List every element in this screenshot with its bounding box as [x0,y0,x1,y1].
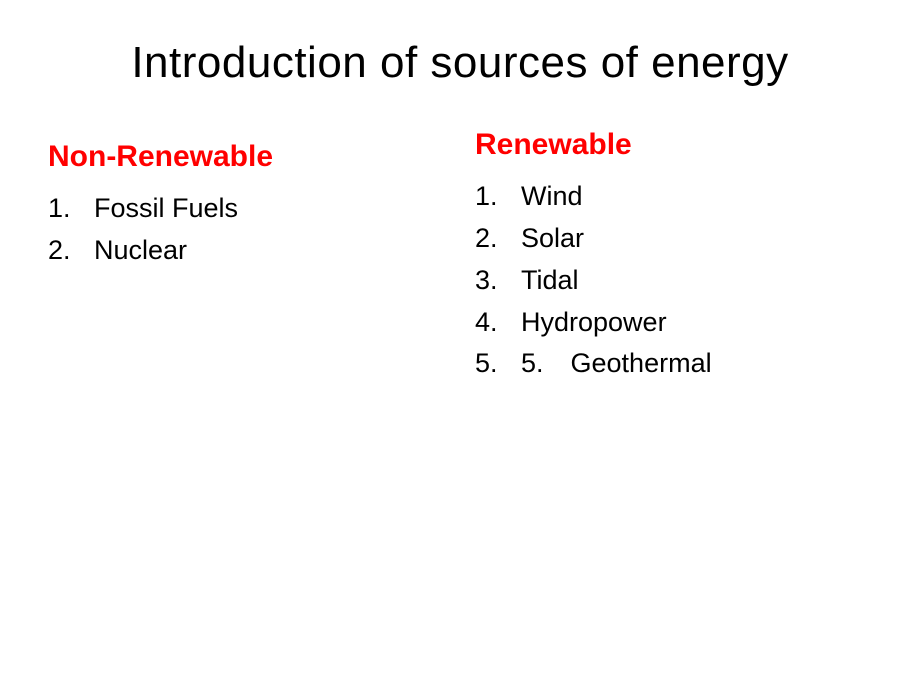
list-item: Tidal [475,260,872,302]
column-non-renewable: Non-Renewable Fossil Fuels Nuclear [48,128,445,385]
list-non-renewable: Fossil Fuels Nuclear [48,188,445,272]
heading-non-renewable: Non-Renewable [48,140,445,174]
list-renewable: Wind Solar Tidal Hydropower 5. Geotherma… [475,176,872,385]
list-item: Wind [475,176,872,218]
slide-title: Introduction of sources of energy [0,0,920,128]
list-item: Fossil Fuels [48,188,445,230]
column-renewable: Renewable Wind Solar Tidal Hydropower 5.… [475,128,872,385]
list-item: Solar [475,218,872,260]
heading-renewable: Renewable [475,128,872,162]
columns-container: Non-Renewable Fossil Fuels Nuclear Renew… [0,128,920,385]
list-item: Hydropower [475,302,872,344]
list-item: Nuclear [48,230,445,272]
list-item: 5. Geothermal [475,343,872,385]
